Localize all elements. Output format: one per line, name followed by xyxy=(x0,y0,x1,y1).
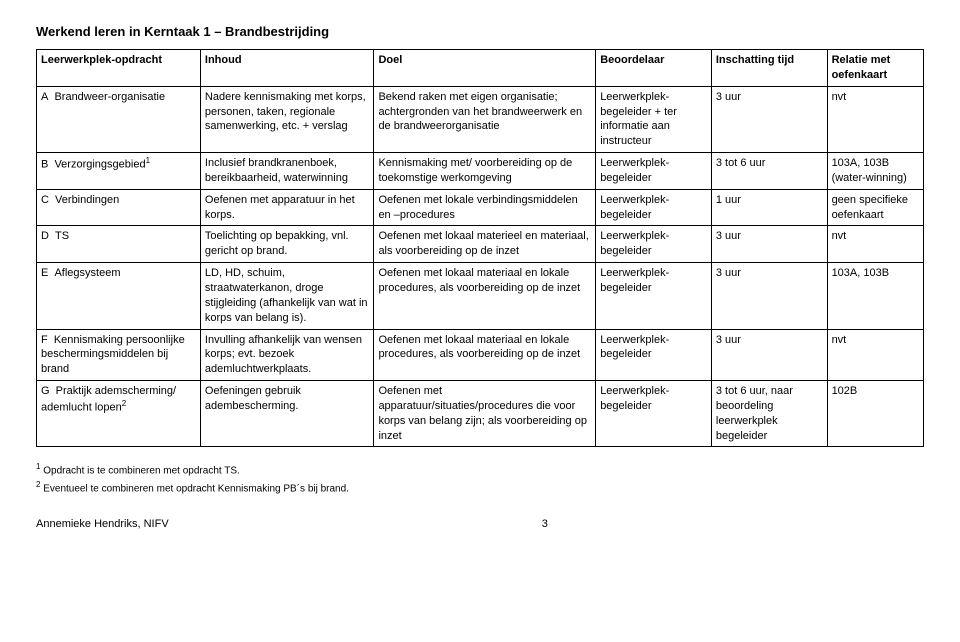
cell-doel: Kennismaking met/ voorbereiding op de to… xyxy=(374,153,596,190)
table-row: G Praktijk ademscherming/ ademlucht lope… xyxy=(37,381,924,447)
cell-inhoud: Toelichting op bepakking, vnl. gericht o… xyxy=(200,226,374,263)
cell-opdracht: A Brandweer-organisatie xyxy=(37,86,201,152)
cell-doel: Oefenen met lokaal materiaal en lokale p… xyxy=(374,263,596,329)
footnote-1: 1 Opdracht is te combineren met opdracht… xyxy=(36,461,924,478)
cell-beoordelaar: Leerwerkplek-begeleider xyxy=(596,153,712,190)
cell-doel: Oefenen met lokale verbindingsmiddelen e… xyxy=(374,189,596,226)
cell-tijd: 3 uur xyxy=(711,226,827,263)
cell-doel: Oefenen met lokaal materieel en materiaa… xyxy=(374,226,596,263)
header-inhoud: Inhoud xyxy=(200,50,374,87)
table-row: C VerbindingenOefenen met apparatuur in … xyxy=(37,189,924,226)
cell-beoordelaar: Leerwerkplek-begeleider xyxy=(596,329,712,381)
cell-opdracht: C Verbindingen xyxy=(37,189,201,226)
cell-doel: Oefenen met lokaal materiaal en lokale p… xyxy=(374,329,596,381)
cell-inhoud: Invulling afhankelijk van wensen korps; … xyxy=(200,329,374,381)
cell-tijd: 3 uur xyxy=(711,329,827,381)
cell-relatie: 102B xyxy=(827,381,923,447)
cell-beoordelaar: Leerwerkplek-begeleider xyxy=(596,226,712,263)
cell-relatie: nvt xyxy=(827,329,923,381)
cell-beoordelaar: Leerwerkplek-begeleider xyxy=(596,381,712,447)
footer-page-number: 3 xyxy=(169,518,921,530)
cell-inhoud: Inclusief brandkranenboek, bereikbaarhei… xyxy=(200,153,374,190)
footnote-2: 2 Eventueel te combineren met opdracht K… xyxy=(36,479,924,496)
cell-inhoud: LD, HD, schuim, straatwaterkanon, droge … xyxy=(200,263,374,329)
footer-author: Annemieke Hendriks, NIFV xyxy=(36,518,169,530)
cell-tijd: 3 tot 6 uur xyxy=(711,153,827,190)
table-row: A Brandweer-organisatieNadere kennismaki… xyxy=(37,86,924,152)
header-tijd: Inschatting tijd xyxy=(711,50,827,87)
header-relatie: Relatie met oefenkaart xyxy=(827,50,923,87)
header-beoordelaar: Beoordelaar xyxy=(596,50,712,87)
cell-inhoud: Nadere kennismaking met korps, personen,… xyxy=(200,86,374,152)
footnotes: 1 Opdracht is te combineren met opdracht… xyxy=(36,461,924,496)
table-row: D TSToelichting op bepakking, vnl. geric… xyxy=(37,226,924,263)
cell-tijd: 1 uur xyxy=(711,189,827,226)
header-doel: Doel xyxy=(374,50,596,87)
footnote-2-text: Eventueel te combineren met opdracht Ken… xyxy=(43,483,349,494)
table-row: B Verzorgingsgebied1Inclusief brandkrane… xyxy=(37,153,924,190)
cell-doel: Oefenen met apparatuur/situaties/procedu… xyxy=(374,381,596,447)
cell-opdracht: E Aflegsysteem xyxy=(37,263,201,329)
table-header-row: Leerwerkplek-opdracht Inhoud Doel Beoord… xyxy=(37,50,924,87)
cell-beoordelaar: Leerwerkplek-begeleider xyxy=(596,189,712,226)
cell-opdracht: B Verzorgingsgebied1 xyxy=(37,153,201,190)
header-opdracht: Leerwerkplek-opdracht xyxy=(37,50,201,87)
cell-doel: Bekend raken met eigen organisatie; acht… xyxy=(374,86,596,152)
cell-inhoud: Oefenen met apparatuur in het korps. xyxy=(200,189,374,226)
cell-tijd: 3 tot 6 uur, naar beoordeling leerwerkpl… xyxy=(711,381,827,447)
table-row: E AflegsysteemLD, HD, schuim, straatwate… xyxy=(37,263,924,329)
page-title: Werkend leren in Kerntaak 1 – Brandbestr… xyxy=(36,24,924,39)
table-row: F Kennismaking persoonlijke beschermings… xyxy=(37,329,924,381)
page-footer: Annemieke Hendriks, NIFV 3 . xyxy=(36,518,924,530)
cell-inhoud: Oefeningen gebruik adembescherming. xyxy=(200,381,374,447)
main-table: Leerwerkplek-opdracht Inhoud Doel Beoord… xyxy=(36,49,924,447)
footnote-1-text: Opdracht is te combineren met opdracht T… xyxy=(43,466,240,477)
cell-relatie: 103A, 103B xyxy=(827,263,923,329)
cell-opdracht: G Praktijk ademscherming/ ademlucht lope… xyxy=(37,381,201,447)
cell-tijd: 3 uur xyxy=(711,86,827,152)
cell-relatie: 103A, 103B (water-winning) xyxy=(827,153,923,190)
footnote-1-num: 1 xyxy=(36,462,40,471)
cell-tijd: 3 uur xyxy=(711,263,827,329)
footnote-2-num: 2 xyxy=(36,480,40,489)
cell-relatie: nvt xyxy=(827,226,923,263)
cell-beoordelaar: Leerwerkplek-begeleider + ter informatie… xyxy=(596,86,712,152)
cell-opdracht: D TS xyxy=(37,226,201,263)
cell-opdracht: F Kennismaking persoonlijke beschermings… xyxy=(37,329,201,381)
cell-relatie: geen specifieke oefenkaart xyxy=(827,189,923,226)
cell-relatie: nvt xyxy=(827,86,923,152)
cell-beoordelaar: Leerwerkplek-begeleider xyxy=(596,263,712,329)
